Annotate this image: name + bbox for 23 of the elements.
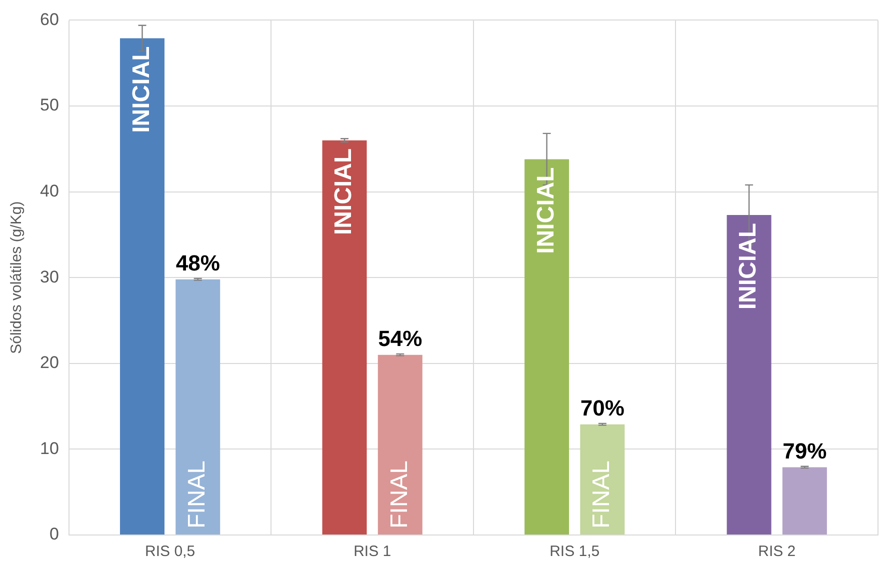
y-axis-title: Sólidos volátiles (g/Kg) — [8, 201, 26, 354]
annotation: 79% — [782, 438, 827, 464]
text: INICIAL — [734, 222, 762, 310]
x-tick-label: RIS 2 — [758, 543, 796, 560]
text: FINAL — [386, 460, 413, 528]
annotation: 48% — [176, 250, 220, 276]
text: FINAL — [588, 460, 616, 528]
y-tick-label: 50 — [40, 96, 59, 115]
x-tick-label: RIS 0,5 — [145, 543, 196, 560]
y-tick-label: 30 — [40, 267, 59, 286]
text: INICIAL — [330, 148, 358, 235]
y-tick-label: 60 — [40, 10, 59, 29]
y-tick-label: 40 — [40, 181, 59, 200]
y-tick-label: 20 — [40, 353, 59, 372]
x-tick-label: RIS 1 — [354, 543, 392, 560]
text: INICIAL — [532, 167, 560, 254]
y-tick-label: 0 — [49, 524, 59, 544]
series-label: FINAL — [183, 460, 210, 528]
y-tick-label: 10 — [40, 438, 59, 458]
series-label: INICIAL — [128, 46, 155, 133]
annotation: 54% — [378, 326, 422, 352]
x-tick-label: RIS 1,5 — [550, 543, 600, 560]
annotation: 70% — [580, 396, 624, 421]
